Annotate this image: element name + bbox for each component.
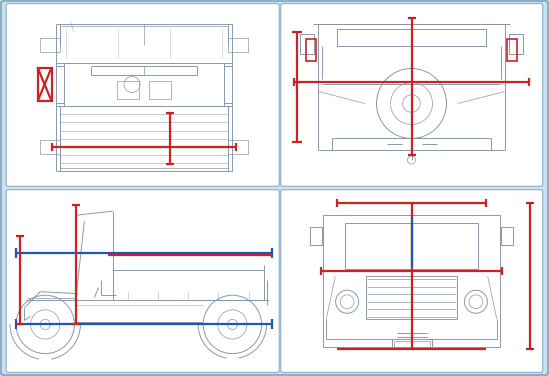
Bar: [501, 227, 513, 245]
FancyBboxPatch shape: [6, 190, 279, 372]
Bar: [40, 139, 60, 153]
Bar: [228, 38, 248, 52]
Bar: [306, 39, 316, 61]
Bar: [508, 34, 523, 54]
Bar: [149, 80, 171, 99]
FancyBboxPatch shape: [281, 190, 543, 372]
Bar: [228, 139, 248, 153]
Bar: [40, 38, 60, 52]
Bar: [394, 341, 429, 347]
FancyBboxPatch shape: [281, 4, 543, 186]
Bar: [507, 39, 517, 61]
Bar: [300, 34, 315, 54]
Bar: [310, 227, 322, 245]
Bar: [117, 80, 139, 99]
FancyBboxPatch shape: [6, 4, 279, 186]
Bar: [37, 68, 52, 101]
